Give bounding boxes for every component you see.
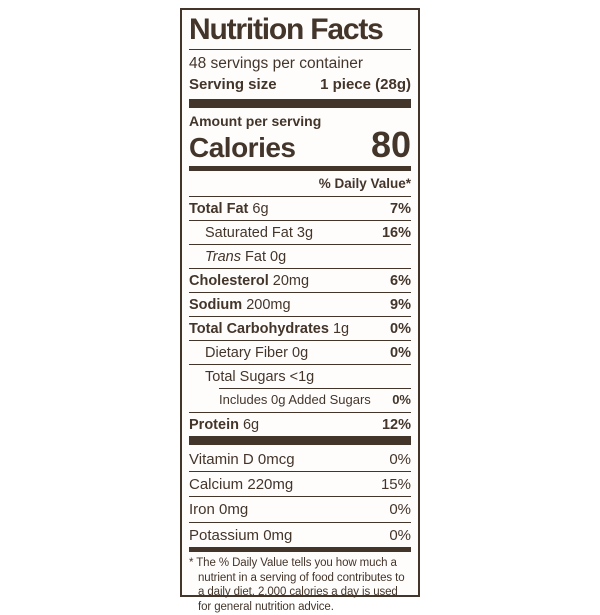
nutrient-name: Cholesterol [189,272,269,289]
nutrient-name: Saturated Fat [205,224,293,241]
vitamins-section: Vitamin D 0mcg 0% Calcium 220mg 15% Iron… [189,445,411,547]
nutrient-name-italic: Trans [205,248,241,265]
vitamin-name: Iron [189,501,215,519]
vitamin-dv: 15% [380,476,411,494]
nutrient-amount: <1g [289,368,315,385]
page-background: Nutrition Facts 48 servings per containe… [180,8,420,613]
vitamin-name: Vitamin D [189,450,254,468]
vitamin-amount: 0mcg [257,450,295,468]
vitamin-row-calcium: Calcium 220mg 15% [189,471,411,496]
serving-size-value: 1 piece (28g) [320,76,411,94]
nutrient-row-total-fat: Total Fat 6g 7% [189,195,411,220]
nutrient-row-sodium: Sodium 200mg 9% [189,291,411,316]
nutrient-dv: 0% [392,391,411,407]
nutrient-dv: 6% [390,272,411,289]
nutrient-amount: 3g [296,224,314,241]
vitamin-dv: 0% [389,526,411,544]
daily-value-header: % Daily Value* [318,175,411,191]
nutrient-name: Includes 0g Added Sugars [219,391,371,407]
nutrient-name: Total Sugars [205,368,286,385]
nutrient-row-protein: Protein 6g 12% [189,411,411,436]
medium-divider-footnote [189,546,411,552]
vitamin-row-vitamin-d: Vitamin D 0mcg 0% [189,445,411,471]
vitamin-amount: 220mg [247,476,294,494]
serving-size-label: Serving size [189,76,277,94]
nutrient-name: Total Fat [189,200,249,217]
nutrient-name: Sodium [189,296,243,313]
vitamin-row-potassium: Potassium 0mg 0% [189,521,411,547]
nutrient-row-added-sugars: Includes 0g Added Sugars 0% [219,387,411,412]
nutrient-row-saturated-fat: Saturated Fat 3g 16% [189,219,411,244]
calories-value: 80 [370,124,411,166]
vitamin-amount: 0mg [219,501,249,519]
nutrient-dv: 0% [390,344,411,361]
nutrient-amount: 200mg [246,296,291,313]
nutrition-facts-label: Nutrition Facts 48 servings per containe… [180,8,420,613]
vitamin-name: Calcium [189,476,244,494]
vitamin-dv: 0% [389,450,411,468]
nutrient-row-total-carbohydrates: Total Carbohydrates 1g 0% [189,315,411,340]
vitamin-name: Potassium [189,526,260,544]
medium-divider-calories [189,165,411,171]
nutrient-dv: 9% [390,296,411,313]
daily-value-footnote: * The % Daily Value tells you how much a… [189,556,405,614]
nutrient-amount: 0g [292,344,309,361]
amount-per-serving-label: Amount per serving [189,113,322,130]
nutrient-name: Protein [189,416,239,433]
thick-divider-vitamins [189,435,411,445]
nutrient-dv: 12% [381,416,411,433]
nutrient-amount: 1g [332,320,350,337]
nutrient-name: Total Carbohydrates [189,320,329,337]
calories-label: Calories [189,131,296,163]
servings-per-container: 48 servings per container [189,54,364,72]
label-title: Nutrition Facts [189,14,411,50]
vitamin-row-iron: Iron 0mg 0% [189,496,411,521]
calories-row: Calories 80 [189,124,411,166]
nutrient-row-cholesterol: Cholesterol 20mg 6% [189,267,411,292]
nutrient-name: Fat [245,248,266,265]
nutrient-amount: 6g [252,200,269,217]
nutrient-row-dietary-fiber: Dietary Fiber 0g 0% [189,339,411,364]
nutrient-dv: 0% [390,320,411,337]
nutrient-amount: 0g [270,248,287,265]
vitamin-amount: 0mg [263,526,293,544]
nutrient-amount: 20mg [272,272,310,289]
serving-size-row: Serving size 1 piece (28g) [189,73,411,99]
nutrient-row-trans-fat: Trans Fat 0g [189,243,411,268]
vitamin-dv: 0% [389,501,411,519]
nutrient-row-total-sugars: Total Sugars <1g [189,363,411,388]
nutrient-name: Dietary Fiber [205,344,288,361]
thick-divider-top [189,99,411,109]
nutrient-dv: 16% [381,224,411,241]
nutrient-dv: 7% [390,200,411,217]
nutrient-amount: 6g [242,416,260,433]
